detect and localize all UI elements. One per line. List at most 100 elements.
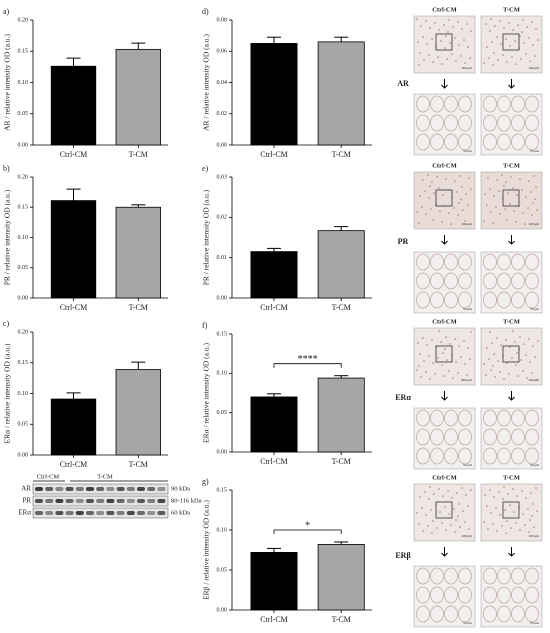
stain-dot [455, 519, 457, 521]
stain-dot [534, 55, 536, 57]
stain-dot [463, 39, 465, 41]
stain-dot [506, 61, 508, 63]
adipocyte [483, 409, 497, 427]
stain-dot [428, 498, 430, 500]
adipocyte [511, 114, 525, 132]
y-tick-label: 0.04 [217, 80, 228, 86]
stain-dot [455, 361, 457, 363]
stain-dot [419, 52, 421, 54]
stain-dot [524, 223, 526, 225]
adipocyte [497, 428, 511, 446]
scale-label: 100 μm [528, 378, 539, 382]
panel-label: d) [202, 7, 209, 16]
adipocyte [444, 586, 458, 604]
arrow [508, 79, 515, 89]
stain-dot [465, 193, 467, 195]
stain-dot [499, 213, 501, 215]
y-tick-label: 0.10 [18, 391, 29, 397]
adipocyte [483, 428, 497, 446]
adipocyte [511, 586, 525, 604]
blot-band [45, 487, 54, 491]
stain-dot [463, 340, 465, 342]
zoom-box [502, 189, 520, 207]
stain-dot [457, 21, 459, 23]
y-tick-label: 0.00 [217, 607, 228, 613]
stain-dot [488, 358, 490, 360]
y-axis-label: PR / relative intensity OD (a.u.) [3, 189, 12, 285]
y-tick-label: 0.20 [18, 174, 29, 180]
stain-dot [445, 178, 447, 180]
stain-dot [454, 338, 456, 340]
stain-dot [437, 56, 439, 58]
adipocyte [483, 95, 497, 113]
stain-dot [439, 511, 441, 513]
x-tick-label: Ctrl-CM [260, 457, 288, 466]
micrograph-row: ERβ [395, 551, 410, 560]
bar [250, 251, 298, 299]
stain-dot [438, 488, 440, 490]
stain-dot [499, 371, 501, 373]
stain-dot [423, 360, 425, 362]
bar [317, 230, 365, 299]
stain-dot [490, 18, 492, 20]
bar [317, 377, 365, 453]
stain-dot [512, 330, 514, 332]
adipocyte [497, 605, 511, 623]
stain-dot [454, 180, 456, 182]
blot-band [137, 487, 145, 491]
adipocyte [497, 253, 511, 271]
stain-dot [428, 355, 430, 357]
blot-band [55, 499, 64, 503]
adipocyte [511, 253, 525, 271]
stain-dot [443, 24, 445, 26]
stain-dot [464, 220, 466, 222]
stain-dot [491, 342, 493, 344]
adipocyte [416, 409, 430, 427]
panel-label: e) [202, 164, 209, 173]
stain-dot [431, 339, 433, 341]
stain-dot [425, 20, 427, 22]
x-tick-label: Ctrl-CM [60, 150, 88, 159]
stain-dot [508, 22, 510, 24]
adipocyte [511, 95, 525, 113]
stain-dot [509, 504, 511, 506]
blot-band [35, 511, 43, 515]
y-tick-label: 0.00 [217, 142, 228, 148]
stain-dot [527, 207, 529, 209]
stain-dot [418, 64, 420, 66]
adipocyte [416, 253, 430, 271]
stain-dot [496, 337, 498, 339]
stain-dot [436, 176, 438, 178]
stain-dot [528, 180, 530, 182]
stain-dot [464, 521, 466, 523]
adipocyte [525, 428, 539, 446]
stain-dot [444, 506, 446, 508]
stain-dot [505, 339, 507, 341]
scale-label: 100 μm [528, 66, 539, 70]
stain-dot [487, 177, 489, 179]
stain-dot [515, 522, 517, 524]
stain-dot [457, 214, 459, 216]
stain-dot [485, 23, 487, 25]
stain-dot [503, 378, 505, 380]
scale-label: 100 μm [461, 378, 472, 382]
stain-dot [458, 503, 460, 505]
adipocyte [525, 586, 539, 604]
zoom-box [502, 345, 520, 363]
stain-dot [445, 35, 447, 37]
stain-dot [453, 508, 455, 510]
stain-dot [431, 38, 433, 40]
adipocyte [497, 114, 511, 132]
x-tick-label: Ctrl-CM [60, 303, 88, 312]
y-axis-label: ERα / relative intensity OD (a.u.) [3, 343, 12, 443]
stain-dot [486, 505, 488, 507]
adipocyte [444, 428, 458, 446]
stain-dot [450, 223, 452, 225]
scale-label: 100 μm [461, 66, 472, 70]
y-tick-label: 0.00 [18, 295, 29, 301]
adipocyte [525, 567, 539, 585]
stain-dot [514, 341, 516, 343]
stain-dot [430, 509, 432, 511]
stain-dot [418, 365, 420, 367]
stain-dot [509, 45, 511, 47]
